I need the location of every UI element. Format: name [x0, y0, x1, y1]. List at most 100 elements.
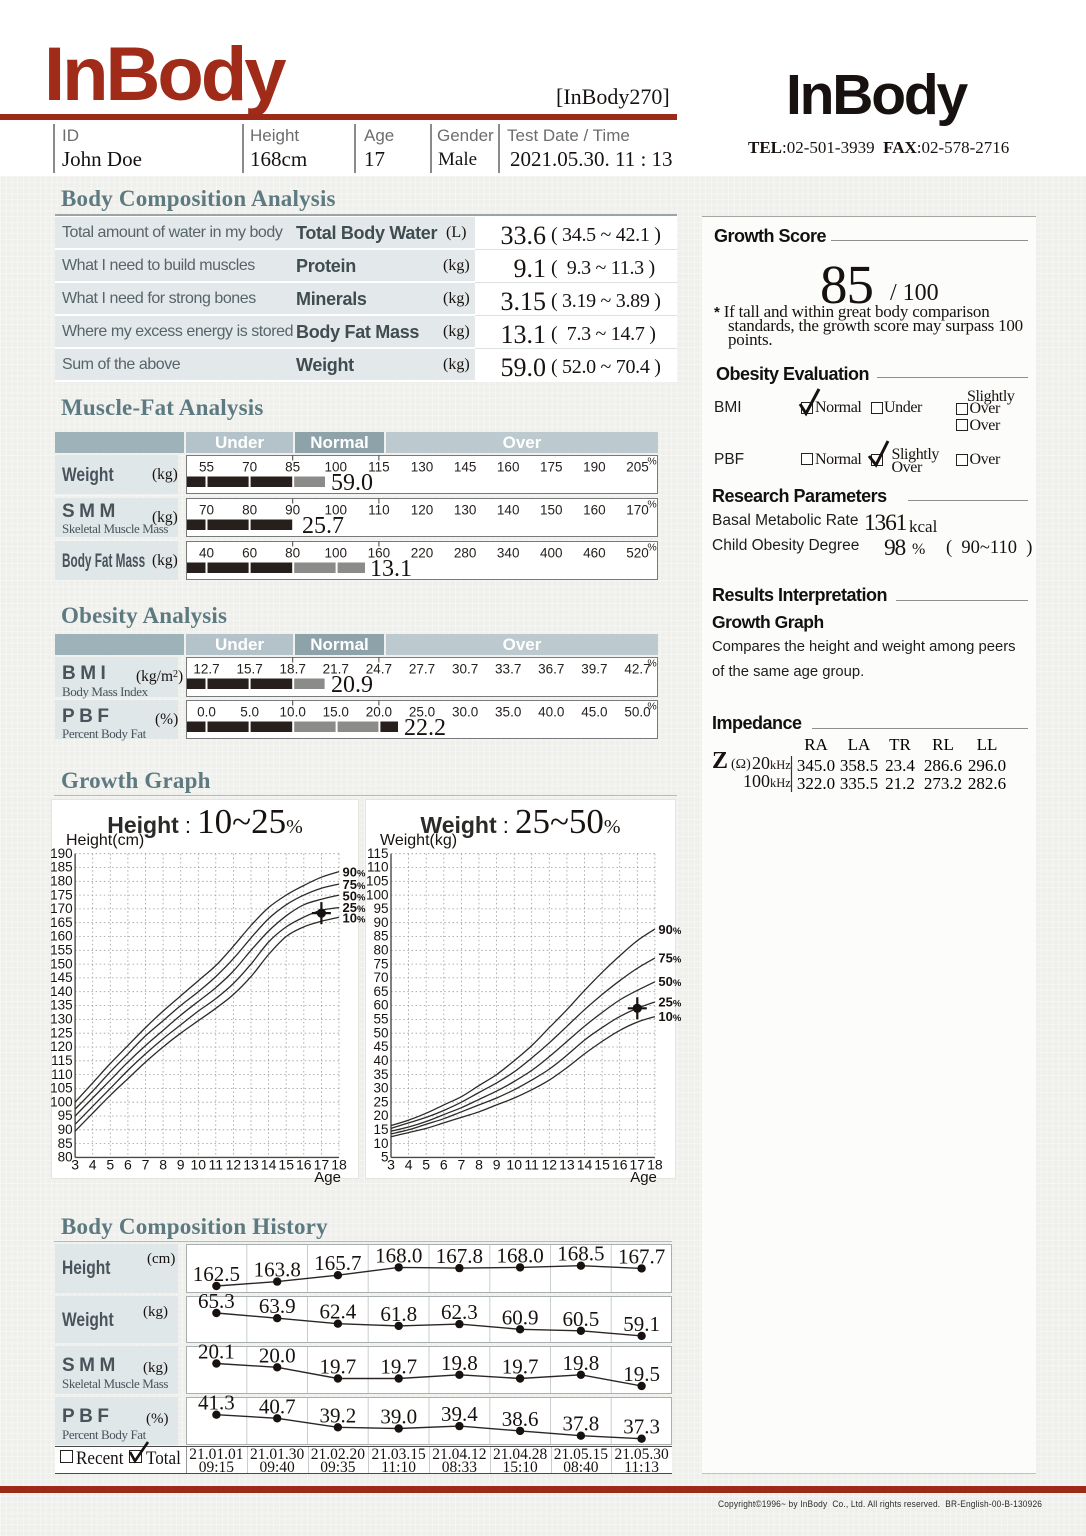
- svg-text:20.1: 20.1: [198, 1340, 235, 1364]
- svg-text:39.2: 39.2: [320, 1403, 357, 1427]
- svg-text:322.0: 322.0: [797, 774, 835, 793]
- svg-text:100: 100: [325, 503, 348, 518]
- svg-text:100: 100: [366, 887, 389, 902]
- svg-text:115: 115: [51, 1053, 73, 1068]
- svg-text:18: 18: [331, 1157, 347, 1173]
- svg-text:90%: 90%: [343, 865, 366, 880]
- svg-text:175: 175: [540, 460, 563, 475]
- svg-text:35: 35: [373, 1067, 388, 1082]
- svg-text:%: %: [647, 701, 656, 713]
- svg-text:130: 130: [411, 460, 434, 475]
- svg-text:27.7: 27.7: [409, 662, 435, 677]
- svg-text:21.2: 21.2: [885, 774, 915, 793]
- svg-text:190: 190: [50, 846, 73, 861]
- svg-text:11: 11: [209, 1157, 224, 1173]
- svg-text:33.7: 33.7: [495, 662, 521, 677]
- svg-text:30.7: 30.7: [452, 662, 478, 677]
- svg-text:3: 3: [71, 1157, 79, 1173]
- svg-text:90: 90: [58, 1122, 73, 1137]
- svg-text:59.0: 59.0: [331, 470, 373, 496]
- svg-text:23.4: 23.4: [885, 756, 915, 775]
- svg-text:60.5: 60.5: [563, 1307, 600, 1331]
- svg-text:167.7: 167.7: [618, 1244, 665, 1268]
- svg-text:165: 165: [50, 915, 73, 930]
- svg-text:25.0: 25.0: [409, 705, 435, 720]
- svg-text:60: 60: [373, 998, 388, 1013]
- svg-text:8: 8: [159, 1157, 167, 1173]
- svg-text:170: 170: [626, 503, 649, 518]
- svg-text:340: 340: [497, 546, 520, 561]
- svg-text:95: 95: [373, 901, 388, 916]
- svg-text:170: 170: [50, 901, 73, 916]
- svg-text:168.0: 168.0: [496, 1243, 543, 1267]
- svg-text:19.7: 19.7: [320, 1355, 357, 1379]
- svg-text:RL: RL: [932, 735, 954, 754]
- svg-text:17: 17: [630, 1157, 646, 1173]
- svg-text:25%: 25%: [343, 900, 366, 915]
- svg-text:150: 150: [50, 956, 73, 971]
- svg-text:6: 6: [440, 1157, 448, 1173]
- svg-text:145: 145: [50, 970, 73, 985]
- svg-text:120: 120: [50, 1039, 73, 1054]
- svg-text:5: 5: [422, 1157, 430, 1173]
- svg-text:165.7: 165.7: [314, 1251, 361, 1275]
- svg-text:220: 220: [411, 546, 434, 561]
- svg-text:282.6: 282.6: [968, 774, 1006, 793]
- svg-text:65.3: 65.3: [198, 1289, 235, 1313]
- svg-text:45: 45: [373, 1039, 388, 1054]
- svg-text:130: 130: [50, 1012, 73, 1027]
- svg-text:12: 12: [226, 1157, 242, 1173]
- svg-text:90: 90: [285, 503, 300, 518]
- svg-text:5: 5: [106, 1157, 114, 1173]
- svg-text:13: 13: [559, 1157, 575, 1173]
- svg-text:130: 130: [454, 503, 477, 518]
- svg-text:16: 16: [296, 1157, 312, 1173]
- svg-text:3: 3: [387, 1157, 395, 1173]
- svg-text:38.6: 38.6: [502, 1407, 539, 1431]
- svg-text:10: 10: [191, 1157, 207, 1173]
- svg-text:10: 10: [373, 1136, 388, 1151]
- svg-text:8: 8: [475, 1157, 483, 1173]
- svg-text:TR: TR: [889, 735, 911, 754]
- svg-text:7: 7: [458, 1157, 466, 1173]
- svg-text:17: 17: [314, 1157, 330, 1173]
- svg-text:9: 9: [493, 1157, 501, 1173]
- svg-text:110: 110: [368, 503, 390, 518]
- svg-text:296.0: 296.0: [968, 756, 1006, 775]
- svg-text:%: %: [647, 499, 656, 511]
- svg-text:50%: 50%: [658, 974, 681, 989]
- svg-text:55: 55: [199, 460, 214, 475]
- svg-text:15.7: 15.7: [236, 662, 262, 677]
- svg-text:9: 9: [177, 1157, 185, 1173]
- svg-text:160: 160: [583, 503, 606, 518]
- svg-text:4: 4: [405, 1157, 413, 1173]
- svg-text:520: 520: [626, 546, 649, 561]
- svg-text:145: 145: [454, 460, 477, 475]
- svg-text:25: 25: [373, 1094, 388, 1109]
- svg-text:19.8: 19.8: [563, 1351, 600, 1375]
- svg-text:185: 185: [50, 860, 73, 875]
- svg-text:105: 105: [50, 1081, 73, 1096]
- svg-text:15.0: 15.0: [323, 705, 349, 720]
- svg-text:25.7: 25.7: [302, 513, 344, 539]
- svg-text:22.2: 22.2: [404, 715, 446, 741]
- svg-text:LL: LL: [977, 735, 998, 754]
- svg-text:19.7: 19.7: [380, 1355, 417, 1379]
- svg-text:160: 160: [497, 460, 520, 475]
- svg-text:4: 4: [89, 1157, 97, 1173]
- svg-text:%: %: [647, 542, 656, 554]
- svg-text:75%: 75%: [343, 877, 366, 892]
- svg-text:15: 15: [373, 1122, 388, 1137]
- svg-text:150: 150: [540, 503, 563, 518]
- svg-text:460: 460: [583, 546, 606, 561]
- svg-text:286.6: 286.6: [924, 756, 962, 775]
- svg-text:110: 110: [367, 860, 389, 875]
- svg-text:400: 400: [540, 546, 563, 561]
- svg-text:39.0: 39.0: [380, 1405, 417, 1429]
- svg-text:80: 80: [242, 503, 257, 518]
- svg-text:85: 85: [285, 460, 300, 475]
- svg-text:10: 10: [506, 1157, 522, 1173]
- svg-text:60: 60: [242, 546, 257, 561]
- svg-text:125: 125: [50, 1025, 73, 1040]
- svg-text:19.8: 19.8: [441, 1351, 478, 1375]
